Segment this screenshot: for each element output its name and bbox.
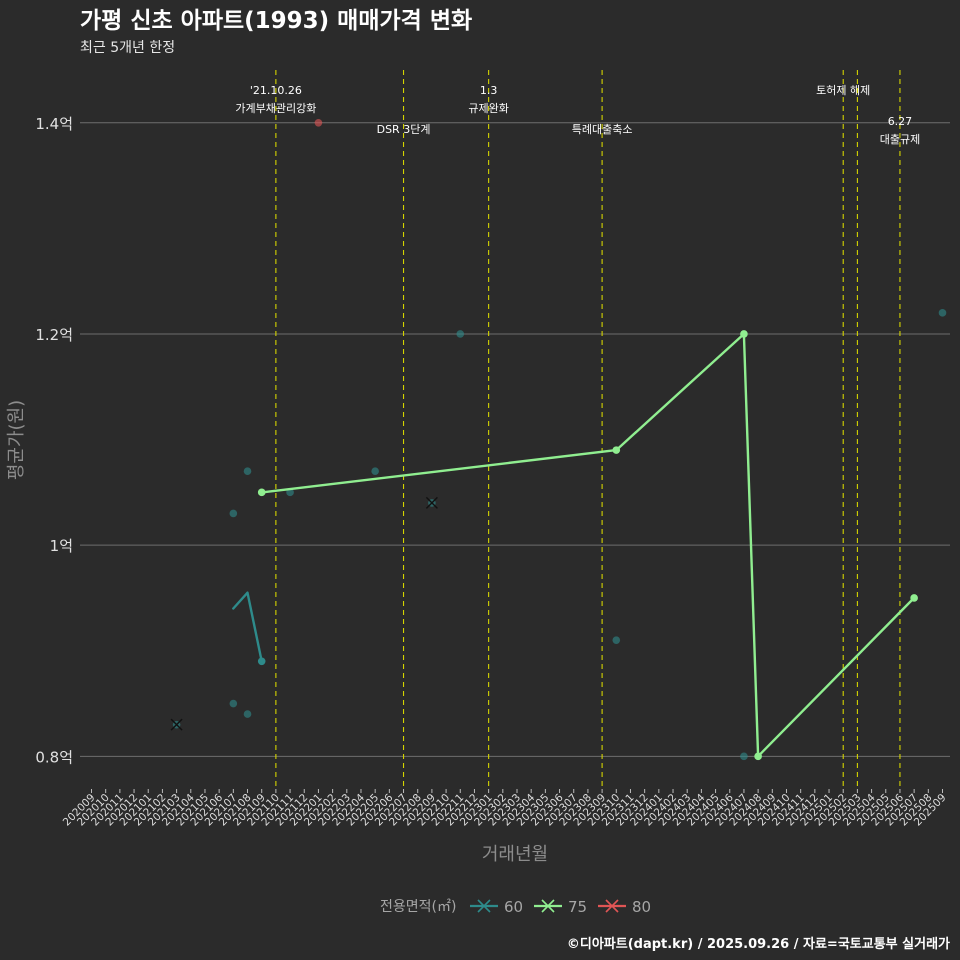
- series-60-point: [740, 752, 748, 761]
- source-caption: ©디아파트(dapt.kr) / 2025.09.26 / 자료=국토교통부 실…: [567, 936, 950, 952]
- chart-title: 가평 신초 아파트(1993) 매매가격 변화: [80, 8, 472, 34]
- y-tick-label: 1억: [50, 537, 73, 555]
- event-label: 1.3: [480, 84, 498, 97]
- data-series: [170, 118, 947, 761]
- event-label: DSR 3단계: [377, 123, 431, 136]
- chart-subtitle: 최근 5개년 한정: [80, 40, 175, 56]
- series-60-cross: [170, 718, 183, 731]
- event-label: 대출규제: [880, 133, 920, 146]
- series-60-point: [243, 710, 252, 718]
- legend-key-cross: [477, 899, 491, 913]
- y-tick-label: 1.2억: [35, 326, 73, 344]
- event-label: 토허제 해제: [816, 83, 870, 97]
- legend-label: 75: [568, 898, 587, 916]
- legend-label: 80: [632, 898, 651, 916]
- y-gridlines: [80, 122, 950, 757]
- series-60-point: [243, 467, 252, 476]
- series-60-point: [229, 509, 238, 518]
- series-75-point: [612, 446, 621, 454]
- series-75-point: [257, 488, 266, 497]
- series-80-point: [314, 118, 323, 127]
- event-label: '21.10.26: [250, 84, 302, 97]
- y-axis-label: 평균가(원): [6, 400, 27, 480]
- series-75-point: [910, 594, 918, 602]
- legend-label: 60: [504, 898, 523, 916]
- series-75-point: [754, 752, 762, 761]
- series-60-point: [612, 636, 621, 644]
- legend: 전용면적(㎡) 60 75 80: [380, 898, 651, 916]
- x-axis-label: 거래년월: [482, 844, 548, 865]
- y-tick-label: 0.8억: [35, 748, 73, 766]
- event-label: 규제완화: [468, 102, 508, 115]
- series-60-cross: [425, 496, 438, 509]
- y-tick-labels: 0.8억 1억 1.2억 1.4억: [35, 115, 73, 767]
- series-60-point: [229, 699, 238, 708]
- x-tick-labels: 2020092020102020112020122021012021022021…: [61, 789, 949, 828]
- series-60-point: [938, 309, 947, 317]
- event-label: 6.27: [888, 115, 913, 128]
- series-60-point: [371, 467, 379, 476]
- series-60-line: [232, 591, 263, 663]
- legend-key-cross: [541, 899, 555, 913]
- legend-key-cross: [605, 899, 619, 913]
- event-label: 가계부채관리강화: [235, 102, 316, 115]
- legend-title: 전용면적(㎡): [380, 899, 456, 915]
- series-60-point: [286, 488, 294, 497]
- series-75-point: [740, 330, 748, 338]
- series-60-point: [257, 657, 266, 666]
- y-tick-label: 1.4억: [35, 115, 73, 133]
- event-label: 특례대출축소: [572, 123, 633, 136]
- series-60-point: [456, 330, 465, 338]
